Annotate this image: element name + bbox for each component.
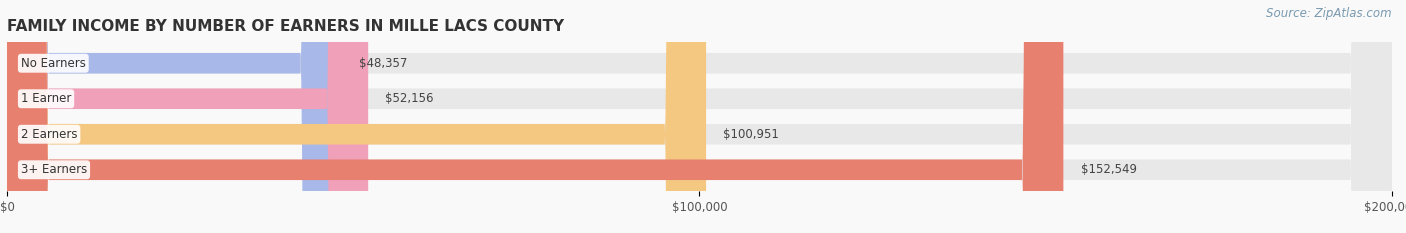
Text: $52,156: $52,156 bbox=[385, 92, 434, 105]
FancyBboxPatch shape bbox=[7, 0, 1063, 233]
FancyBboxPatch shape bbox=[7, 0, 1392, 233]
Text: $48,357: $48,357 bbox=[359, 57, 408, 70]
FancyBboxPatch shape bbox=[7, 0, 1392, 233]
Text: 2 Earners: 2 Earners bbox=[21, 128, 77, 141]
Text: Source: ZipAtlas.com: Source: ZipAtlas.com bbox=[1267, 7, 1392, 20]
Text: No Earners: No Earners bbox=[21, 57, 86, 70]
Text: FAMILY INCOME BY NUMBER OF EARNERS IN MILLE LACS COUNTY: FAMILY INCOME BY NUMBER OF EARNERS IN MI… bbox=[7, 19, 564, 34]
Text: $100,951: $100,951 bbox=[723, 128, 779, 141]
FancyBboxPatch shape bbox=[7, 0, 1392, 233]
Text: 1 Earner: 1 Earner bbox=[21, 92, 72, 105]
FancyBboxPatch shape bbox=[7, 0, 706, 233]
FancyBboxPatch shape bbox=[7, 0, 342, 233]
FancyBboxPatch shape bbox=[7, 0, 368, 233]
Text: $152,549: $152,549 bbox=[1081, 163, 1136, 176]
FancyBboxPatch shape bbox=[7, 0, 1392, 233]
Text: 3+ Earners: 3+ Earners bbox=[21, 163, 87, 176]
